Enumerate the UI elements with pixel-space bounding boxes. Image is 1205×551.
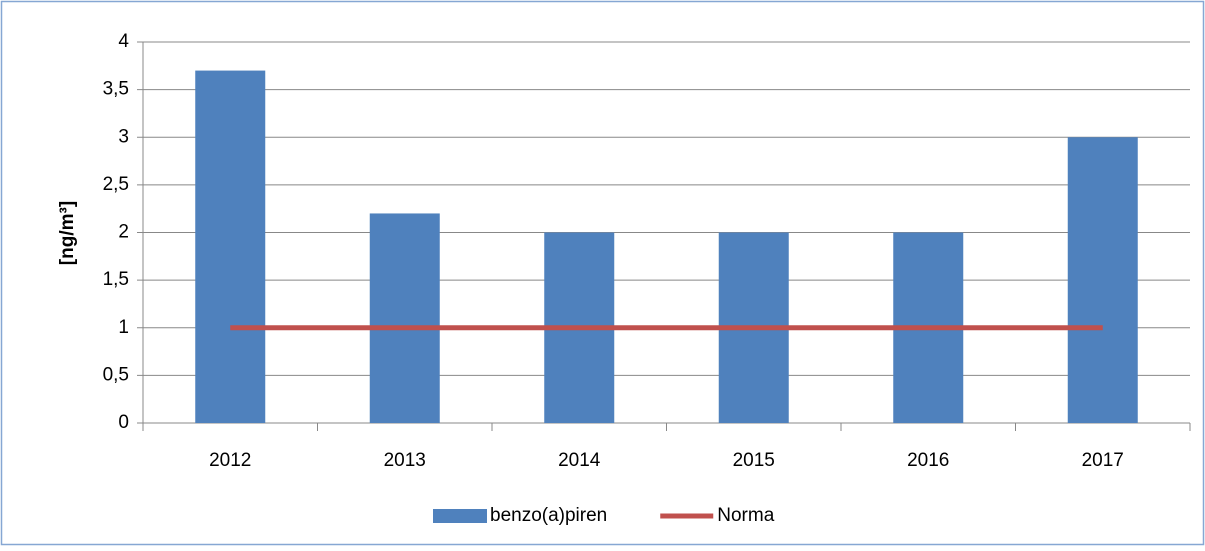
y-tick-label: 3 xyxy=(118,126,129,147)
bar xyxy=(1067,137,1138,423)
legend-label: benzo(a)piren xyxy=(490,505,607,526)
legend-swatch xyxy=(433,509,487,523)
y-tick-label: 4 xyxy=(118,31,129,52)
y-tick-label: 0 xyxy=(118,412,129,433)
legend-label: Norma xyxy=(717,505,774,526)
y-tick-label: 2 xyxy=(118,222,129,243)
y-tick-label: 0,5 xyxy=(103,364,129,385)
x-tick-label: 2014 xyxy=(558,450,601,471)
y-tick-label: 1 xyxy=(118,317,129,338)
x-tick-label: 2017 xyxy=(1082,450,1124,471)
y-tick-label: 1,5 xyxy=(103,269,129,290)
y-tick-label: 3,5 xyxy=(103,79,129,100)
x-tick-label: 2013 xyxy=(384,450,426,471)
y-tick-label: 2,5 xyxy=(103,174,129,195)
bar xyxy=(195,70,266,423)
x-tick-label: 2015 xyxy=(733,450,775,471)
y-axis-label: [ng/m³] xyxy=(57,201,78,265)
x-tick-label: 2012 xyxy=(209,450,251,471)
x-tick-label: 2016 xyxy=(907,450,949,471)
bar xyxy=(369,213,440,423)
